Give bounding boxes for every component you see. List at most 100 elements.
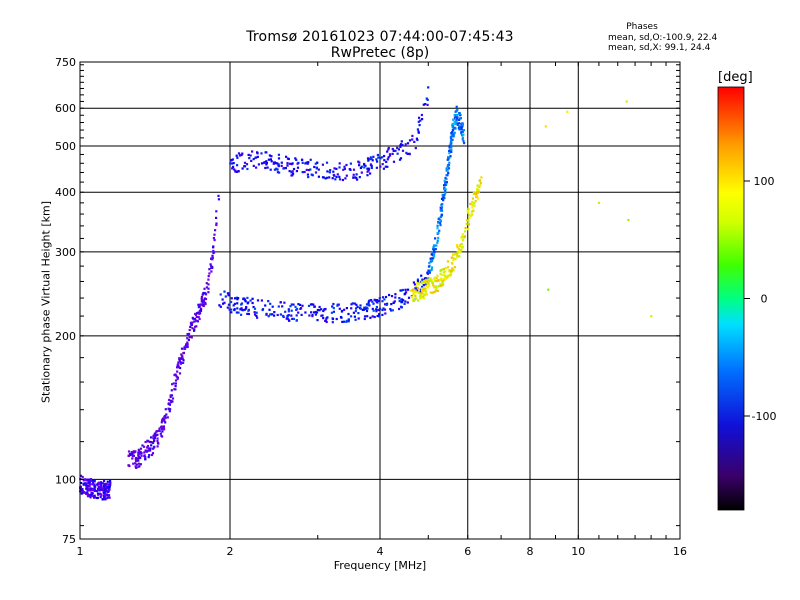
- colorbar-tick-label: 100: [754, 175, 775, 188]
- data-point: [294, 157, 297, 160]
- data-point: [370, 157, 373, 160]
- data-point: [432, 244, 436, 247]
- data-point: [235, 311, 238, 314]
- data-point: [316, 308, 319, 312]
- data-point: [103, 484, 106, 488]
- data-point: [286, 314, 289, 317]
- data-point: [428, 261, 431, 265]
- data-point: [388, 154, 392, 157]
- data-point: [476, 184, 479, 187]
- data-point: [460, 130, 463, 133]
- data-point: [377, 308, 380, 312]
- data-point: [179, 361, 182, 364]
- data-point: [255, 314, 258, 317]
- data-point: [146, 444, 150, 448]
- data-point: [135, 463, 138, 466]
- data-point: [161, 435, 164, 438]
- data-point: [436, 231, 439, 235]
- data-point: [473, 204, 476, 207]
- data-point: [283, 301, 286, 304]
- data-point: [449, 137, 453, 140]
- data-point: [236, 164, 239, 167]
- data-point: [375, 308, 378, 311]
- data-point: [239, 154, 242, 157]
- data-point: [92, 488, 95, 492]
- data-point: [208, 272, 211, 275]
- data-point: [182, 359, 185, 362]
- data-point: [149, 447, 152, 450]
- data-point: [363, 315, 367, 318]
- data-point: [394, 293, 397, 296]
- data-point: [427, 286, 430, 289]
- data-point: [473, 202, 476, 205]
- data-point: [356, 305, 359, 308]
- data-point: [91, 495, 95, 498]
- data-point: [436, 224, 439, 227]
- data-point: [85, 479, 88, 482]
- data-point: [426, 98, 429, 101]
- data-point: [232, 165, 235, 168]
- data-point: [411, 289, 414, 292]
- data-point: [419, 288, 422, 291]
- data-point: [425, 284, 428, 287]
- data-point: [468, 214, 471, 217]
- data-point: [217, 198, 220, 201]
- data-point: [472, 209, 475, 212]
- data-point: [416, 289, 419, 292]
- data-point: [227, 293, 230, 296]
- data-point: [167, 402, 170, 405]
- data-point: [440, 197, 444, 200]
- data-point: [400, 140, 403, 143]
- data-point: [385, 160, 388, 163]
- data-point: [392, 149, 395, 152]
- data-point: [470, 212, 473, 216]
- data-point: [337, 303, 340, 306]
- data-point: [169, 394, 172, 397]
- data-point: [157, 442, 160, 445]
- data-point: [479, 184, 482, 187]
- colorbar-tick-label: -100: [752, 410, 777, 423]
- data-point: [228, 308, 231, 311]
- data-point: [233, 302, 236, 305]
- data-point: [179, 362, 182, 365]
- data-point: [436, 239, 439, 242]
- data-point: [424, 281, 427, 284]
- data-point: [311, 313, 314, 317]
- data-point: [480, 176, 483, 179]
- y-tick-label: 500: [55, 140, 76, 153]
- data-point: [106, 494, 109, 497]
- colorbar: [717, 86, 745, 511]
- data-point: [287, 157, 290, 161]
- data-point: [425, 293, 429, 296]
- data-point: [458, 255, 461, 258]
- data-point: [320, 314, 323, 317]
- data-point: [252, 158, 255, 161]
- data-point: [244, 300, 247, 303]
- data-point: [461, 122, 464, 125]
- data-point: [381, 296, 385, 299]
- data-point: [313, 165, 316, 169]
- data-point: [443, 277, 446, 280]
- data-point: [460, 236, 463, 239]
- data-point: [101, 498, 104, 501]
- data-point: [463, 230, 467, 233]
- data-point: [399, 145, 402, 148]
- data-point: [127, 464, 130, 467]
- data-point: [227, 303, 230, 306]
- data-point: [450, 270, 453, 273]
- y-tick-label: 750: [55, 56, 76, 69]
- x-tick-label: 16: [673, 545, 687, 558]
- data-point: [265, 160, 268, 163]
- data-point: [441, 193, 444, 196]
- data-point: [359, 166, 362, 170]
- data-point: [325, 161, 329, 164]
- data-point: [429, 257, 432, 260]
- data-point: [203, 297, 206, 300]
- data-point: [182, 361, 185, 364]
- data-point: [453, 126, 456, 129]
- data-point: [215, 223, 218, 227]
- data-point: [315, 166, 318, 169]
- data-point: [139, 463, 142, 466]
- data-point: [207, 291, 210, 294]
- data-point: [448, 152, 451, 155]
